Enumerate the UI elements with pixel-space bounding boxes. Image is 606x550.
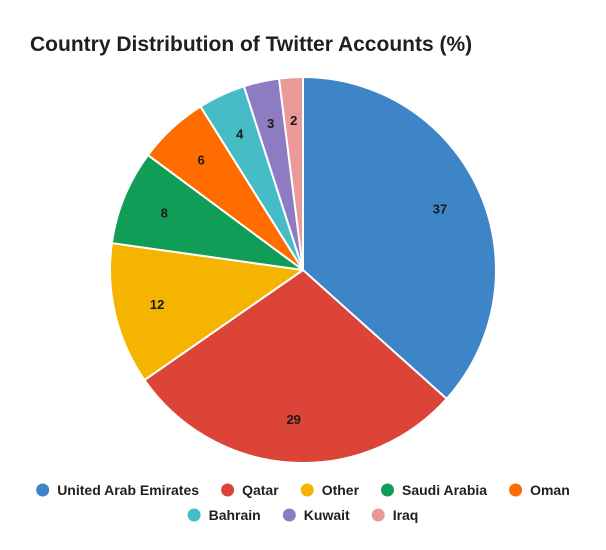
legend-item-iraq: Iraq bbox=[371, 507, 419, 523]
data-label-kuwait: 3 bbox=[267, 116, 274, 131]
legend-label-kuwait: Kuwait bbox=[304, 507, 350, 523]
legend-item-saudi-arabia: Saudi Arabia bbox=[381, 482, 487, 498]
data-label-bahrain: 4 bbox=[236, 127, 244, 142]
legend-marker-oman bbox=[509, 483, 523, 497]
data-label-united-arab-emirates: 37 bbox=[433, 201, 447, 216]
data-label-saudi-arabia: 8 bbox=[161, 206, 168, 221]
data-label-qatar: 29 bbox=[286, 412, 300, 427]
pie-slice-saudi-arabia bbox=[110, 154, 304, 271]
legend-item-united-arab-emirates: United Arab Emirates bbox=[36, 482, 199, 498]
legend-item-bahrain: Bahrain bbox=[187, 507, 261, 523]
data-label-iraq: 2 bbox=[290, 113, 297, 128]
legend-marker-other bbox=[300, 483, 314, 497]
legend-item-oman: Oman bbox=[509, 482, 570, 498]
legend-label-qatar: Qatar bbox=[242, 482, 279, 498]
chart-title: Country Distribution of Twitter Accounts… bbox=[30, 33, 473, 56]
legend-item-qatar: Qatar bbox=[221, 482, 279, 498]
legend-item-kuwait: Kuwait bbox=[282, 507, 350, 523]
legend-label-oman: Oman bbox=[530, 482, 570, 498]
legend-item-other: Other bbox=[300, 482, 360, 498]
legend-label-iraq: Iraq bbox=[393, 507, 419, 523]
legend-marker-bahrain bbox=[187, 508, 201, 522]
legend-marker-iraq bbox=[371, 508, 385, 522]
data-label-other: 12 bbox=[150, 297, 164, 312]
legend-label-saudi-arabia: Saudi Arabia bbox=[402, 482, 487, 498]
pie-data-labels: 37 29 12 8 6 4 3 2 bbox=[150, 113, 447, 427]
legend-label-united-arab-emirates: United Arab Emirates bbox=[57, 482, 199, 498]
legend-label-other: Other bbox=[322, 482, 360, 498]
legend-marker-saudi-arabia bbox=[381, 483, 394, 497]
legend-label-bahrain: Bahrain bbox=[209, 507, 261, 523]
legend-marker-kuwait bbox=[282, 508, 296, 522]
pie-slice-qatar bbox=[143, 269, 448, 464]
legend-marker-qatar bbox=[221, 483, 235, 497]
pie-slice-other bbox=[109, 242, 304, 382]
pie-slice-united-arab-emirates bbox=[302, 76, 497, 400]
legend: United Arab Emirates Qatar Other Saudi Arab… bbox=[36, 482, 570, 523]
pie-slice-iraq bbox=[278, 75, 304, 271]
pie-slices bbox=[109, 75, 497, 464]
legend-marker-united-arab-emirates bbox=[36, 483, 50, 497]
data-label-oman: 6 bbox=[197, 152, 204, 167]
